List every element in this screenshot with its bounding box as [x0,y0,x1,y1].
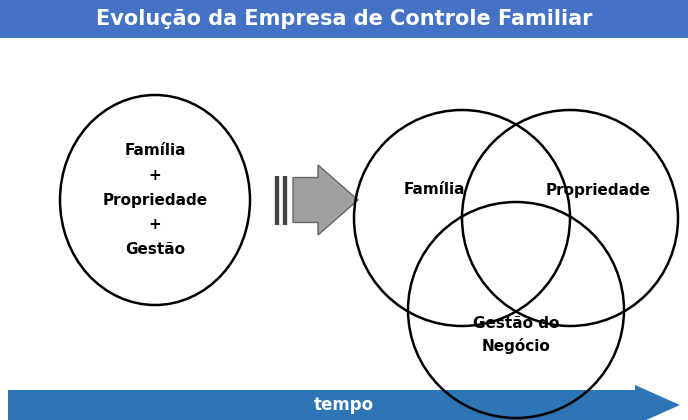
Text: Evolução da Empresa de Controle Familiar: Evolução da Empresa de Controle Familiar [96,9,592,29]
Text: tempo: tempo [314,396,374,414]
Text: Família
+
Propriedade
+
Gestão: Família + Propriedade + Gestão [103,143,208,257]
FancyArrow shape [8,385,680,420]
Text: Família: Família [403,183,465,197]
Bar [275,178,291,223]
Ellipse shape [60,95,250,305]
FancyArrow shape [293,165,358,235]
Bar [0,0,688,38]
Text: Propriedade: Propriedade [546,183,651,197]
Text: Gestão do
Negócio: Gestão do Negócio [473,316,559,354]
